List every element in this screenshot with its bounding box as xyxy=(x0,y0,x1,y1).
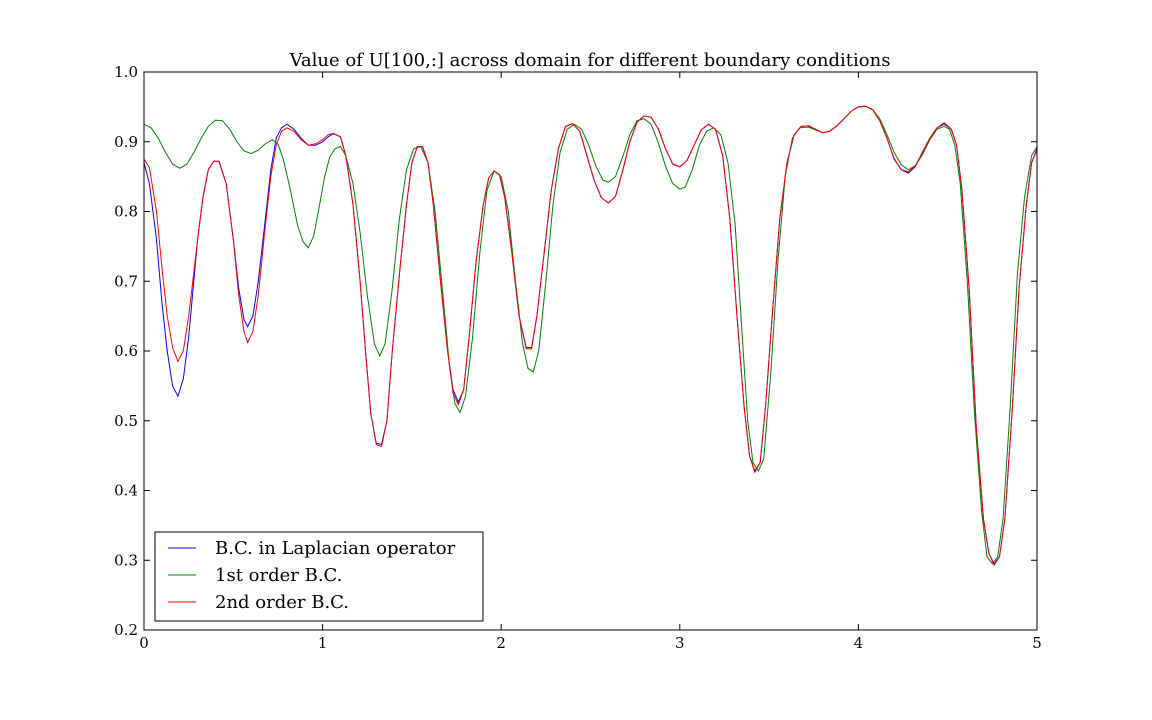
legend-label-3: 2nd order B.C. xyxy=(215,592,349,613)
x-tick-label: 5 xyxy=(1032,634,1042,652)
y-tick-label: 0.5 xyxy=(114,412,138,430)
legend-box xyxy=(154,531,484,622)
x-tick-label: 2 xyxy=(496,634,506,652)
y-tick-label: 0.8 xyxy=(114,203,138,221)
x-tick-label: 4 xyxy=(854,634,864,652)
legend-label-1: B.C. in Laplacian operator xyxy=(215,538,456,559)
y-tick-label: 0.4 xyxy=(114,482,138,500)
y-tick-label: 0.9 xyxy=(114,133,138,151)
y-tick-label: 0.3 xyxy=(114,551,138,569)
x-tick-label: 0 xyxy=(139,634,149,652)
y-tick-label: 0.7 xyxy=(114,272,138,290)
series-layer xyxy=(143,105,1038,567)
ticks-layer: 0 1 2 3 4 5 0.2 0.3 0.4 0.5 0.6 0.7 0.8 0.9 1.0 xyxy=(114,63,1042,652)
x-tick-label: 3 xyxy=(675,634,685,652)
legend-label-2: 1st order B.C. xyxy=(215,565,342,586)
chart-title: Value of U[100,:] across domain for diff… xyxy=(289,50,891,71)
y-tick-label: 0.2 xyxy=(114,621,138,639)
y-tick-label: 1.0 xyxy=(114,63,138,81)
x-tick-label: 1 xyxy=(318,634,328,652)
legend: B.C. in Laplacian operator 1st order B.C.… xyxy=(154,531,484,622)
series-line-3 xyxy=(143,105,1038,567)
y-tick-label: 0.6 xyxy=(114,342,138,360)
series-line-2 xyxy=(143,105,1038,565)
